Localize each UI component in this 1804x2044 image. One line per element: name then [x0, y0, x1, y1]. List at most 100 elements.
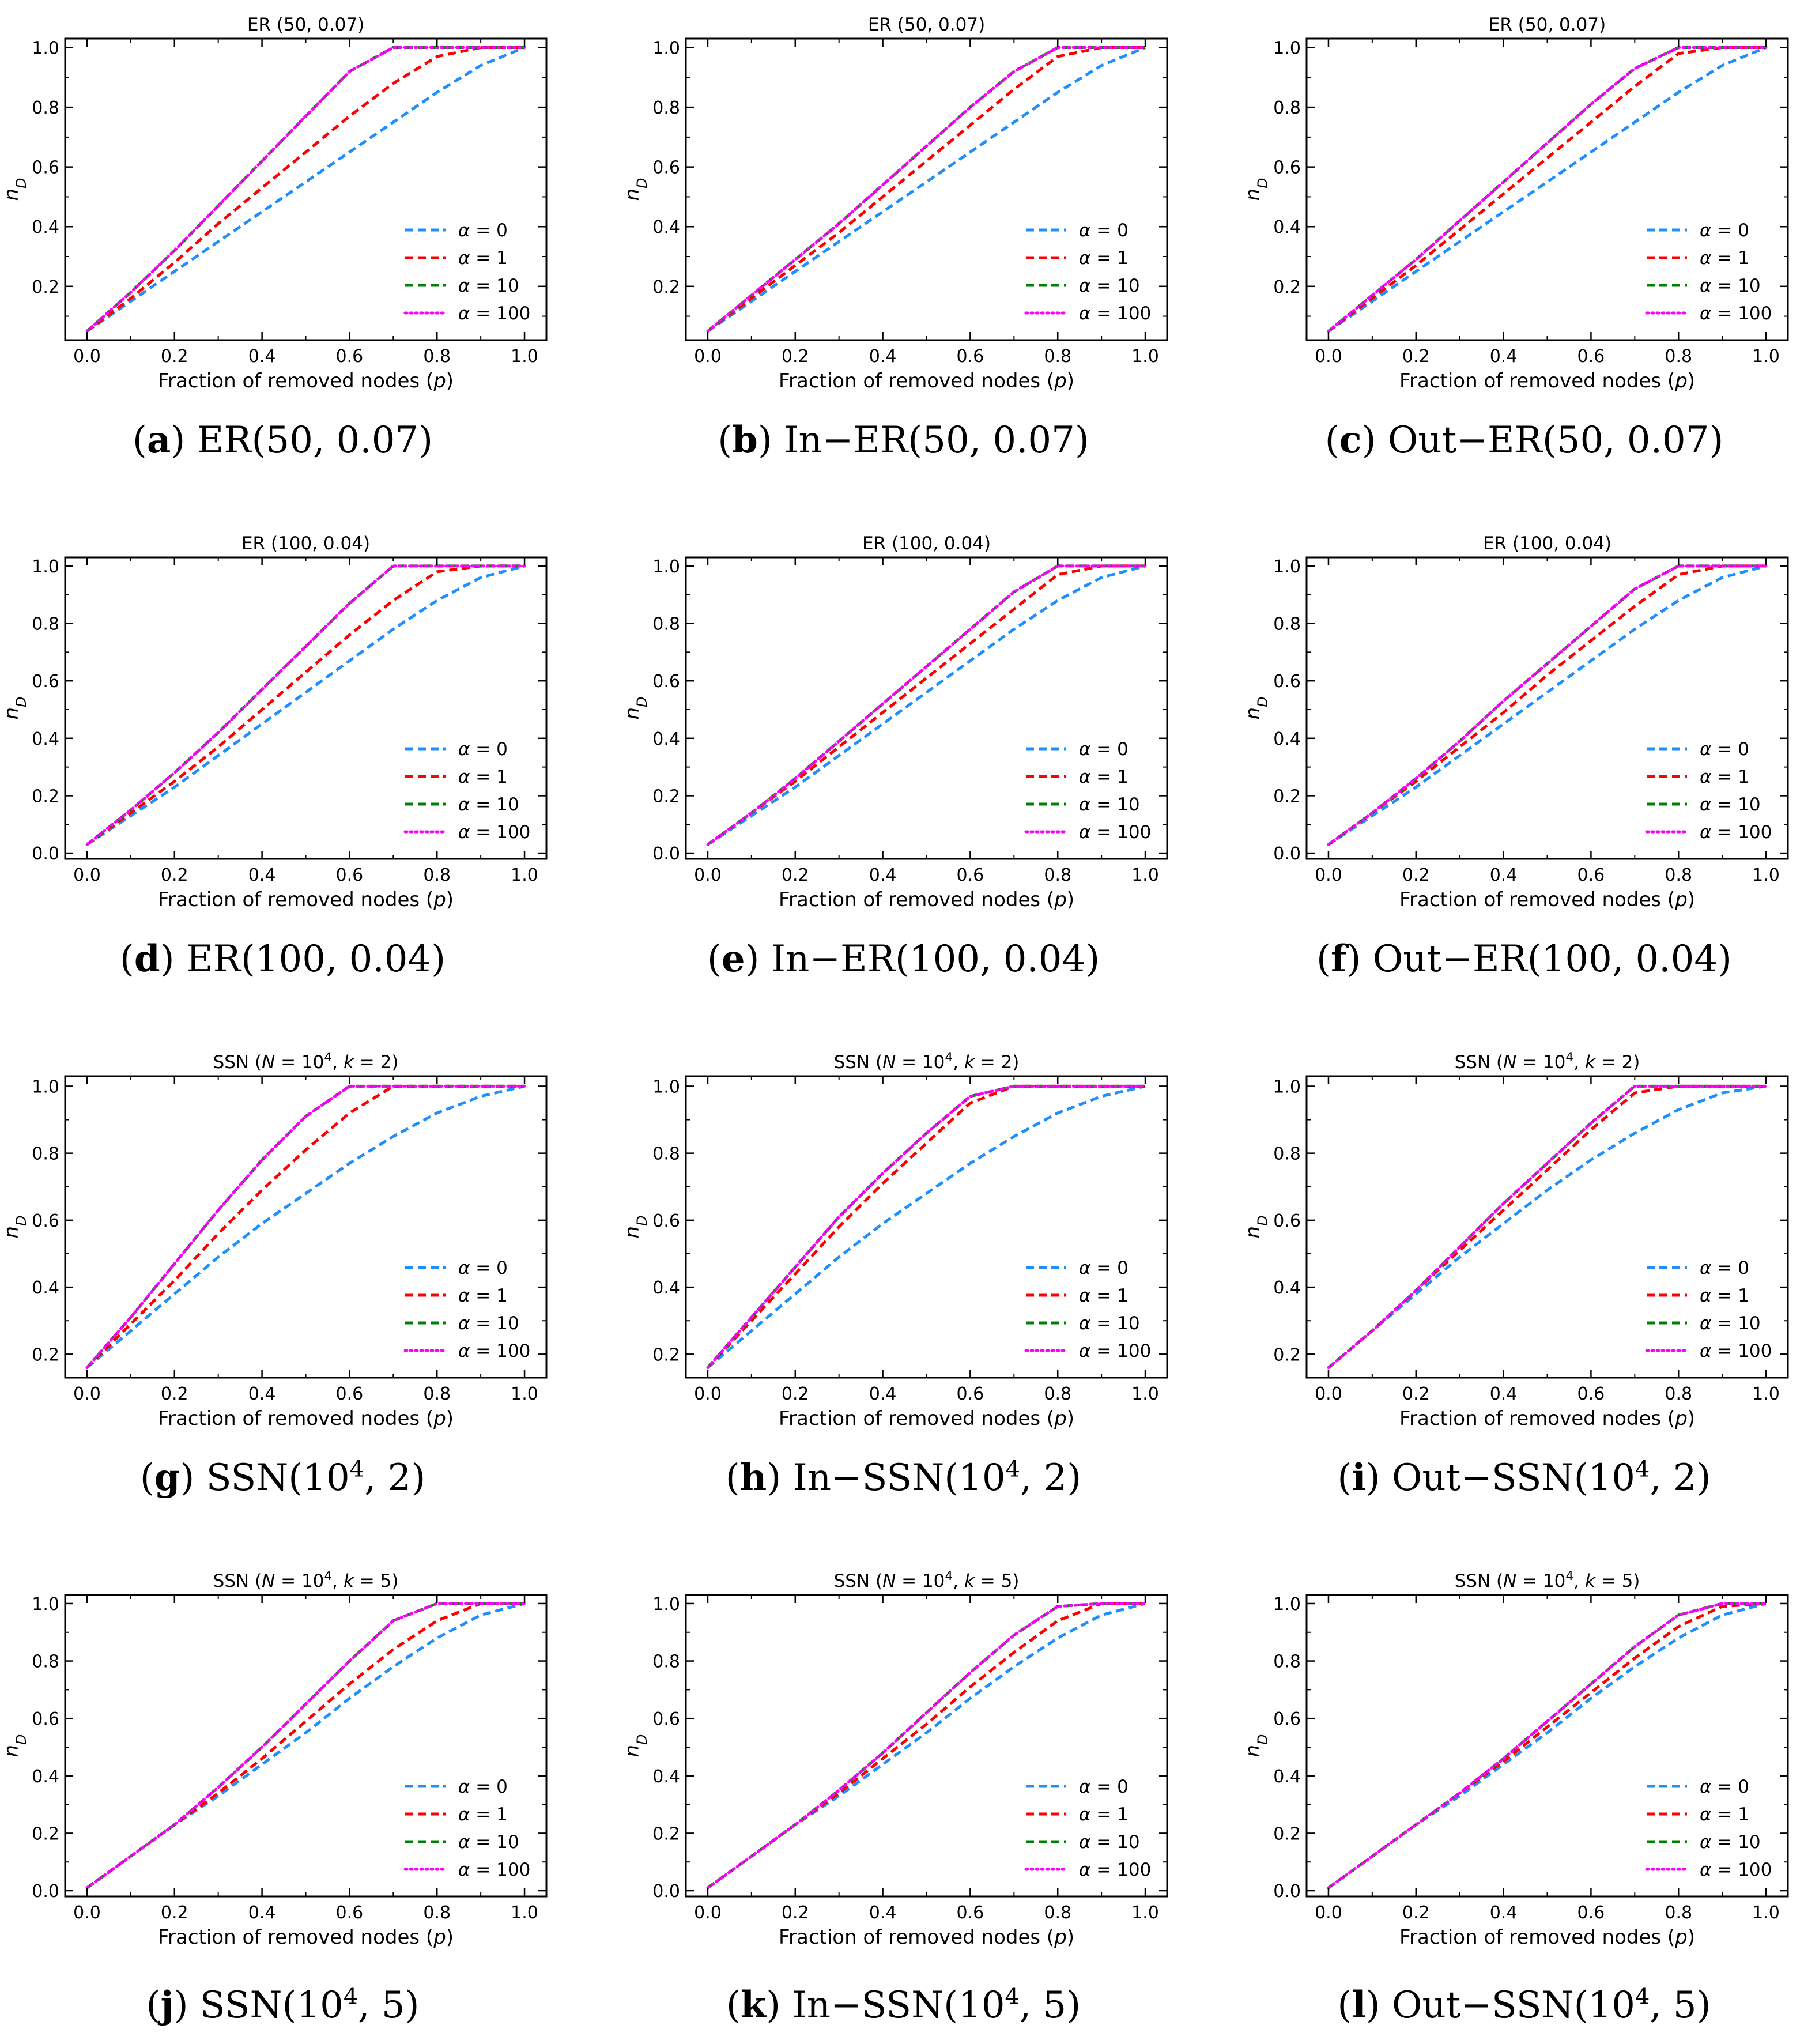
- chart-panel-a: ER (50, 0.07) 0.0 0.2 0.4 0.6 0.8 1.0 0.2 0.4 0.6…: [0, 14, 548, 462]
- y-tick-label: 0.4: [1273, 217, 1301, 237]
- x-tick-label: 0.4: [1490, 865, 1518, 885]
- chart-title: SSN (N = 104, k = 2): [1455, 1050, 1640, 1073]
- y-tick-label: 0.0: [32, 1881, 59, 1902]
- series-line-alpha-100: [85, 46, 526, 333]
- y-axis-label: nD: [1241, 1216, 1271, 1239]
- legend-label: α = 10: [1700, 276, 1761, 296]
- chart-title: SSN (N = 104, k = 2): [834, 1050, 1020, 1073]
- caption-letter: h: [740, 1456, 767, 1499]
- series-line-alpha-0: [86, 1084, 525, 1369]
- legend-label: α = 1: [1700, 248, 1749, 269]
- panel-caption: (j) SSN(104, 5): [146, 1983, 419, 2027]
- x-tick-label: 0.4: [1490, 1903, 1518, 1923]
- y-tick-label: 1.0: [652, 557, 680, 577]
- y-tick-label: 0.0: [652, 1881, 680, 1902]
- x-axis-label: Fraction of removed nodes (p): [779, 888, 1074, 911]
- y-tick-label: 0.0: [1273, 844, 1301, 864]
- legend-label: α = 0: [458, 1777, 508, 1797]
- chart-panel-c: ER (50, 0.07) 0.0 0.2 0.4 0.6 0.8 1.0 0.2 0.4 0.6…: [1241, 14, 1789, 462]
- x-tick-label: 1.0: [1752, 865, 1780, 885]
- chart-panel-h: SSN (N = 104, k = 2) 0.0 0.2 0.4 0.6 0.8 1.0 0.…: [621, 1050, 1168, 1499]
- x-tick-label: 0.6: [1577, 346, 1605, 367]
- series-group: [85, 46, 526, 333]
- x-tick-label: 0.2: [782, 865, 809, 885]
- y-tick-label: 0.0: [652, 844, 680, 864]
- y-tick-label: 1.0: [32, 1077, 59, 1097]
- panel-caption: (a) ER(50, 0.07): [133, 418, 433, 462]
- legend-label: α = 1: [1079, 1285, 1129, 1306]
- y-tick-label: 0.2: [32, 277, 59, 297]
- y-tick-label: 0.6: [32, 1211, 59, 1231]
- x-tick-label: 0.6: [957, 1384, 984, 1404]
- series-line-alpha-100: [706, 46, 1147, 333]
- caption-letter: b: [732, 418, 758, 462]
- y-tick-label: 0.6: [32, 158, 59, 178]
- y-tick-label: 0.6: [1273, 1709, 1301, 1729]
- series-group: [706, 46, 1147, 333]
- y-axis-label: nD: [621, 178, 650, 201]
- y-tick-label: 0.4: [1273, 1767, 1301, 1787]
- y-tick-label: 1.0: [652, 1594, 680, 1615]
- x-axis-label: Fraction of removed nodes (p): [158, 888, 454, 911]
- y-tick-label: 1.0: [32, 1594, 59, 1615]
- series-group: [706, 1084, 1147, 1370]
- y-tick-label: 0.6: [32, 672, 59, 692]
- legend-label: α = 100: [458, 303, 530, 324]
- caption-letter: l: [1352, 1983, 1365, 2027]
- x-tick-label: 1.0: [511, 346, 538, 367]
- chart-title: SSN (N = 104, k = 5): [213, 1569, 399, 1592]
- panel-caption: (h) In−SSN(104, 2): [726, 1456, 1082, 1499]
- x-tick-label: 1.0: [1752, 1384, 1780, 1404]
- legend-label: α = 0: [1079, 1777, 1129, 1797]
- series-line-alpha-1: [86, 564, 524, 846]
- x-tick-label: 1.0: [1131, 865, 1159, 885]
- y-tick-label: 0.6: [652, 1211, 680, 1231]
- x-tick-label: 0.6: [957, 865, 984, 885]
- y-tick-label: 0.4: [1273, 1278, 1301, 1298]
- chart-title: SSN (N = 104, k = 5): [834, 1569, 1020, 1592]
- y-tick-label: 0.8: [32, 1144, 59, 1164]
- legend-label: α = 1: [1079, 248, 1129, 269]
- legend-label: α = 0: [458, 739, 508, 760]
- x-axis-label: Fraction of removed nodes (p): [158, 369, 454, 393]
- x-tick-label: 0.4: [869, 1903, 897, 1923]
- x-tick-label: 0.8: [1044, 1903, 1071, 1923]
- series-line-alpha-1: [1327, 564, 1766, 846]
- y-axis-label: nD: [1241, 178, 1271, 201]
- y-tick-label: 0.4: [652, 729, 680, 749]
- x-axis-label: Fraction of removed nodes (p): [158, 1407, 454, 1430]
- y-tick-label: 0.8: [32, 98, 59, 118]
- series-line-alpha-0: [1327, 1084, 1767, 1369]
- series-group: [1327, 564, 1768, 846]
- x-tick-label: 1.0: [1131, 1903, 1159, 1923]
- chart-panel-g: SSN (N = 104, k = 2) 0.0 0.2 0.4 0.6 0.8 1.0 0.…: [0, 1050, 548, 1499]
- x-tick-label: 0.4: [248, 1384, 276, 1404]
- legend-label: α = 10: [1700, 1313, 1761, 1334]
- series-line-alpha-0: [707, 1084, 1146, 1369]
- series-group: [85, 1084, 526, 1370]
- legend-label: α = 0: [1700, 220, 1749, 241]
- x-axis-label: Fraction of removed nodes (p): [1399, 888, 1695, 911]
- caption-letter: i: [1352, 1456, 1365, 1499]
- legend-label: α = 0: [1700, 1777, 1749, 1797]
- y-tick-label: 0.8: [32, 1652, 59, 1672]
- legend-label: α = 1: [1700, 767, 1749, 787]
- legend-label: α = 1: [458, 248, 508, 269]
- series-line-alpha-0: [86, 564, 525, 846]
- x-axis-label: Fraction of removed nodes (p): [779, 369, 1074, 393]
- chart-title: ER (50, 0.07): [868, 14, 985, 35]
- legend-label: α = 10: [458, 1313, 519, 1334]
- legend-label: α = 10: [458, 1832, 519, 1853]
- caption-letter: k: [741, 1983, 767, 2027]
- caption-letter: f: [1331, 937, 1349, 980]
- y-axis-label: nD: [621, 1734, 650, 1758]
- panel-caption: (g) SSN(104, 2): [140, 1456, 426, 1499]
- x-tick-label: 0.6: [957, 1903, 984, 1923]
- y-tick-label: 1.0: [652, 1077, 680, 1097]
- series-line-alpha-0: [1327, 564, 1767, 846]
- y-tick-label: 0.8: [652, 1144, 680, 1164]
- x-tick-label: 0.4: [248, 346, 276, 367]
- x-tick-label: 0.2: [782, 1384, 809, 1404]
- x-tick-label: 0.4: [248, 1903, 276, 1923]
- series-line-alpha-100: [1327, 46, 1768, 333]
